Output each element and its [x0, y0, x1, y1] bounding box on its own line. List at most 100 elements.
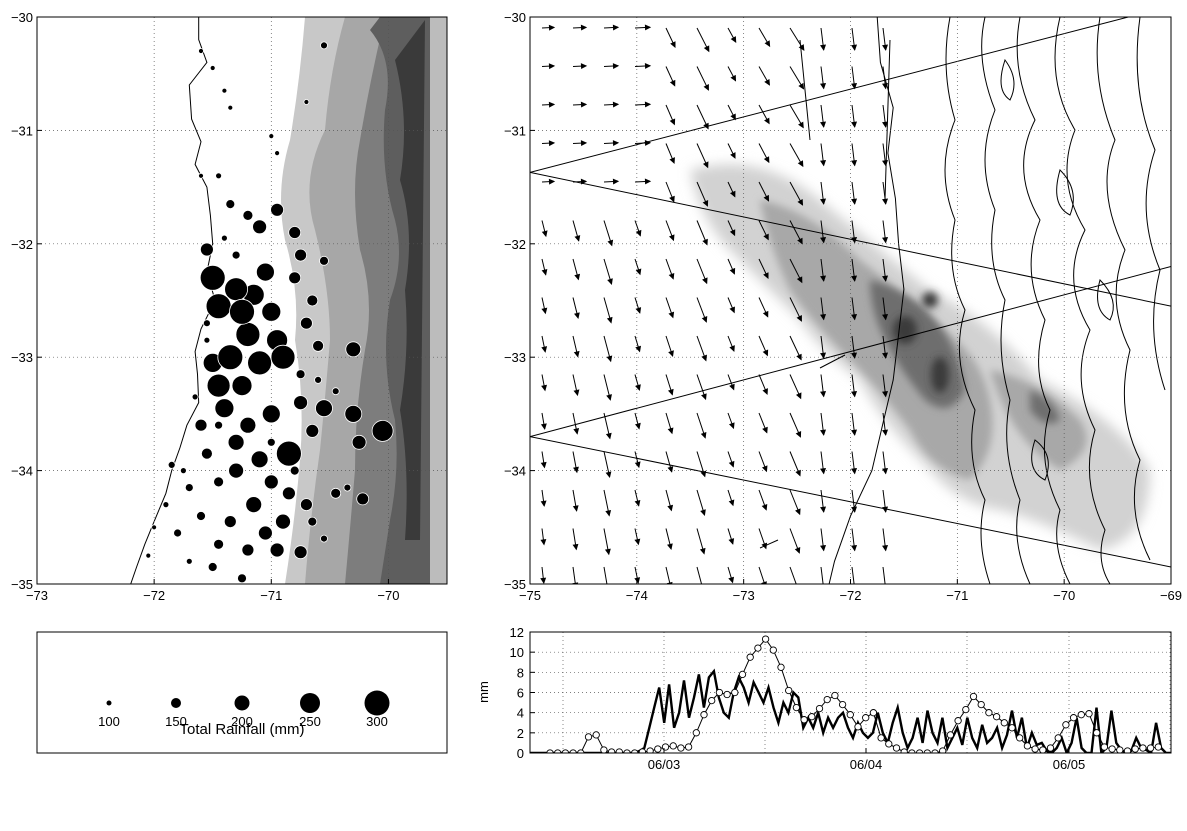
sim-y-tick-label: −33 [504, 350, 526, 365]
station-point [199, 264, 226, 291]
ts-marker [808, 713, 816, 721]
station-points [145, 41, 394, 584]
wind-vector-head [574, 235, 581, 242]
wind-vector-head [606, 316, 613, 324]
wind-vector-head [795, 586, 799, 591]
ts-marker [700, 711, 708, 719]
wind-vector-head [701, 393, 707, 401]
ts-marker [985, 709, 993, 717]
wind-vector-head [851, 468, 858, 475]
station-point [266, 437, 276, 447]
station-point [247, 350, 273, 376]
ts-marker [1046, 744, 1055, 752]
ts-marker [1123, 747, 1132, 753]
wind-vector-head [851, 391, 858, 398]
station-point [307, 516, 318, 527]
station-point [205, 293, 232, 320]
wind-vector-head [541, 384, 547, 392]
station-point [229, 298, 255, 325]
wind-vector-head [795, 508, 801, 516]
simulated-precipitation-panel: −75 −74 −73 −72 −71 −70 −69 −30 −31 −32 −33 −34 −35 [504, 10, 1182, 603]
wind-vector-head [882, 314, 889, 321]
wind-vector-head [700, 431, 707, 439]
ts-marker [1077, 711, 1085, 719]
station-rainfall-map-panel: −73 −72 −71 −70 −30 −31 −32 −33 −34 −35 [11, 10, 448, 603]
ts-marker [684, 743, 693, 751]
wind-vector-head [794, 547, 801, 554]
wind-vector-head [729, 267, 736, 275]
ts-marker [1131, 745, 1139, 753]
map-x-tick-label: −71 [260, 588, 282, 603]
ts-marker [1085, 710, 1093, 718]
wind-vector-head [764, 78, 770, 86]
wind-vector-head [572, 543, 579, 551]
ts-marker [954, 717, 962, 725]
wind-vector-head [882, 83, 889, 90]
wind-vector-head [796, 276, 803, 284]
wind-vector-head [612, 178, 620, 185]
wind-vector-head [728, 499, 735, 507]
ts-marker [1154, 743, 1162, 751]
wind-vector-head [882, 275, 889, 282]
wind-vector-head [612, 101, 620, 108]
wind-vector-head [606, 588, 610, 593]
wind-vector-head [820, 121, 827, 128]
ts-marker [769, 646, 777, 654]
ts-marker [677, 744, 685, 752]
ts-marker [939, 747, 947, 753]
wind-vector-head [851, 237, 858, 244]
wind-vector-head [820, 468, 827, 475]
station-point [288, 226, 302, 239]
ts-marker [646, 747, 654, 753]
sim-x-tick-label: −71 [946, 588, 968, 603]
sim-x-ticks: −75 −74 −73 −72 −71 −70 −69 [519, 579, 1182, 603]
station-point [242, 209, 254, 221]
wind-vector-head [605, 432, 612, 440]
wind-vector-head [699, 547, 706, 555]
wind-vector-head [670, 41, 676, 49]
wind-vector-head [634, 461, 641, 469]
sim-y-tick-label: −31 [504, 123, 526, 138]
ts-marker [692, 729, 700, 737]
ts-marker [885, 740, 893, 748]
ts-y-axis-label: mm [476, 681, 491, 703]
ts-x-tick-label: 06/03 [648, 757, 681, 772]
wind-vectors [540, 24, 891, 593]
station-point [194, 418, 208, 432]
map-x-tick-label: −72 [143, 588, 165, 603]
ts-marker [654, 745, 662, 753]
wind-vector [696, 566, 703, 584]
wind-vector-head [644, 101, 652, 108]
ts-marker [785, 686, 793, 695]
wind-vector-head [607, 278, 613, 286]
map-y-tick-label: −34 [11, 464, 33, 479]
wind-vector-head [798, 44, 805, 51]
station-point [268, 133, 275, 140]
station-point [223, 515, 237, 528]
station-point [173, 528, 183, 538]
wind-vector-head [701, 316, 708, 323]
wind-vector-head [796, 314, 802, 322]
ts-marker [823, 695, 831, 704]
wind-vector-head [668, 311, 675, 319]
ts-y-tick-label: 8 [517, 665, 524, 680]
ts-marker [1108, 745, 1116, 753]
wind-vector-head [540, 500, 547, 507]
ts-marker [815, 704, 824, 713]
station-point [245, 496, 263, 514]
wind-vector-head [883, 583, 889, 584]
legend-bubble [106, 700, 112, 706]
wind-vector-head [728, 422, 735, 430]
wind-vector-head [548, 24, 556, 31]
station-point [167, 460, 176, 469]
wind-vector-head [634, 500, 641, 507]
wind-vector-head [702, 161, 709, 169]
ts-marker [969, 692, 978, 701]
wind-vector-head [580, 140, 588, 147]
wind-vector-head [851, 429, 858, 436]
station-point [255, 262, 275, 282]
ts-marker [977, 700, 985, 709]
station-point [289, 465, 300, 476]
wind-vector-head [580, 63, 588, 70]
wind-vector-head [729, 229, 736, 237]
